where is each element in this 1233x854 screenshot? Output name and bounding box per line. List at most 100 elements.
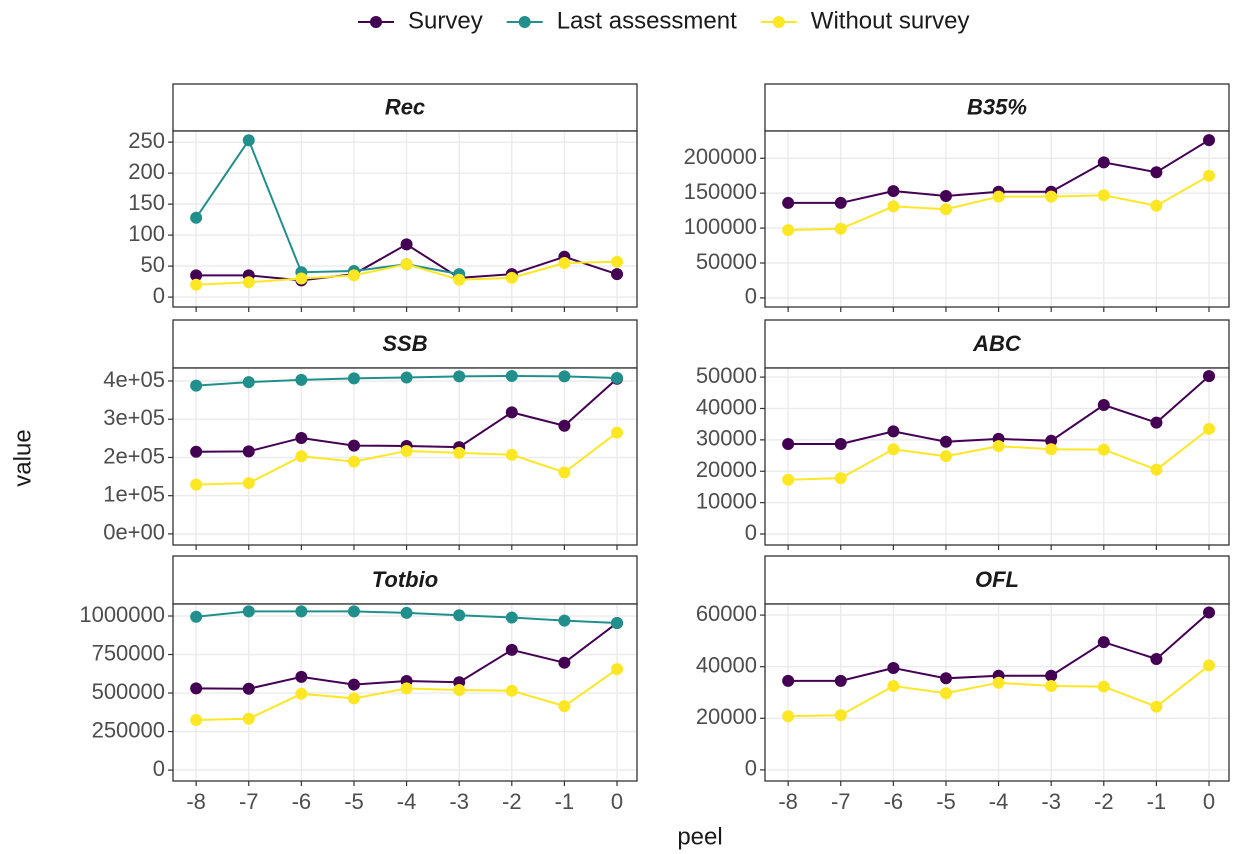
point bbox=[1203, 659, 1216, 672]
x-tick-label: -8 bbox=[186, 789, 206, 814]
panel-border bbox=[172, 367, 638, 546]
point bbox=[400, 238, 413, 251]
point bbox=[190, 269, 203, 282]
y-tick-label: 1000000 bbox=[79, 602, 165, 627]
point bbox=[190, 610, 203, 623]
point bbox=[242, 682, 255, 695]
point bbox=[295, 373, 308, 386]
y-tick-label: 50000 bbox=[696, 363, 757, 388]
point bbox=[242, 712, 255, 725]
point bbox=[347, 269, 360, 282]
point bbox=[782, 473, 795, 486]
point bbox=[1203, 370, 1216, 383]
legend-label: Survey bbox=[408, 7, 483, 34]
panel-title: OFL bbox=[975, 567, 1019, 592]
point bbox=[558, 370, 571, 383]
point bbox=[782, 224, 795, 237]
point bbox=[347, 455, 360, 468]
panel bbox=[173, 131, 637, 307]
point bbox=[453, 609, 466, 622]
y-tick-label: 100 bbox=[128, 221, 165, 246]
x-tick-label: -7 bbox=[239, 789, 259, 814]
x-tick-label: -4 bbox=[397, 789, 417, 814]
x-tick-label: -3 bbox=[1041, 789, 1061, 814]
x-tick-label: -7 bbox=[831, 789, 851, 814]
point bbox=[1150, 463, 1163, 476]
point bbox=[190, 713, 203, 726]
point bbox=[190, 211, 203, 224]
panel-border bbox=[764, 130, 1230, 308]
point bbox=[242, 276, 255, 289]
point bbox=[453, 446, 466, 459]
point bbox=[505, 271, 518, 284]
point bbox=[834, 437, 847, 450]
point bbox=[295, 450, 308, 463]
y-tick-label: 0 bbox=[153, 283, 165, 308]
panel-title: Totbio bbox=[372, 567, 438, 592]
point bbox=[834, 674, 847, 687]
y-tick-label: 250000 bbox=[92, 717, 165, 742]
point bbox=[1203, 422, 1216, 435]
point bbox=[453, 370, 466, 383]
strip bbox=[172, 83, 638, 132]
y-tick-label: 20000 bbox=[696, 457, 757, 482]
point bbox=[505, 643, 518, 656]
point bbox=[505, 370, 518, 383]
x-tick-label: -4 bbox=[989, 789, 1009, 814]
point bbox=[939, 672, 952, 685]
point bbox=[1045, 680, 1058, 693]
y-tick-label: 1e+05 bbox=[103, 481, 165, 506]
panel-title: ABC bbox=[972, 331, 1022, 356]
panel-border bbox=[172, 130, 638, 308]
point bbox=[1203, 606, 1216, 619]
point bbox=[1150, 416, 1163, 429]
point bbox=[558, 466, 571, 479]
point bbox=[1150, 166, 1163, 179]
point bbox=[190, 478, 203, 491]
point bbox=[558, 257, 571, 269]
point bbox=[782, 710, 795, 723]
x-tick-label: -3 bbox=[449, 789, 469, 814]
point bbox=[1203, 134, 1216, 147]
point bbox=[190, 278, 203, 291]
point bbox=[1150, 199, 1163, 212]
y-tick-label: 200000 bbox=[684, 144, 757, 169]
point bbox=[611, 268, 624, 281]
legend-label: Last assessment bbox=[557, 7, 737, 34]
y-tick-label: 40000 bbox=[696, 653, 757, 678]
panel bbox=[765, 131, 1229, 307]
point bbox=[611, 616, 624, 629]
point bbox=[887, 185, 900, 198]
point bbox=[295, 687, 308, 700]
point bbox=[887, 443, 900, 456]
point bbox=[347, 678, 360, 691]
point bbox=[939, 435, 952, 448]
point bbox=[295, 605, 308, 618]
point bbox=[347, 605, 360, 618]
point bbox=[242, 376, 255, 389]
strip bbox=[764, 319, 1230, 369]
point bbox=[400, 606, 413, 619]
strip bbox=[764, 555, 1230, 605]
point bbox=[505, 611, 518, 624]
point bbox=[834, 472, 847, 485]
point bbox=[242, 605, 255, 618]
point bbox=[1097, 399, 1110, 412]
point bbox=[190, 379, 203, 392]
y-tick-label: 0 bbox=[153, 756, 165, 781]
point bbox=[939, 450, 952, 463]
strip bbox=[172, 555, 638, 605]
point bbox=[782, 437, 795, 450]
point bbox=[834, 222, 847, 235]
x-tick-label: -1 bbox=[1147, 789, 1167, 814]
point bbox=[1097, 189, 1110, 202]
point bbox=[887, 661, 900, 674]
x-tick-label: -2 bbox=[502, 789, 522, 814]
point bbox=[992, 676, 1005, 689]
y-tick-label: 500000 bbox=[92, 679, 165, 704]
point bbox=[782, 674, 795, 687]
point bbox=[887, 425, 900, 438]
point bbox=[611, 426, 624, 439]
